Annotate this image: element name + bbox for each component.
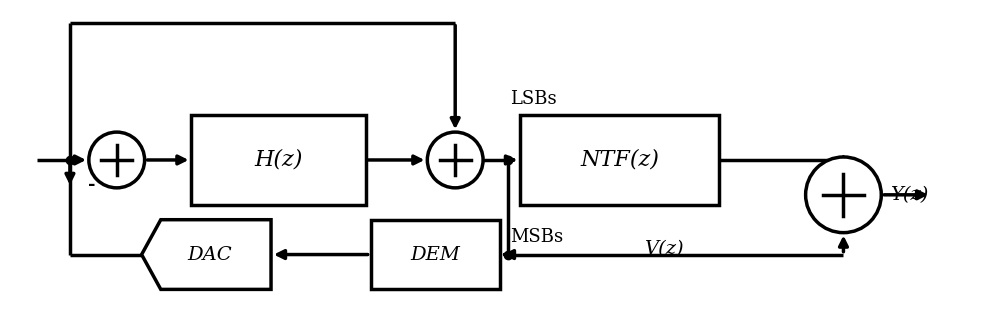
Text: Y(z): Y(z) bbox=[890, 186, 929, 204]
Text: LSBs: LSBs bbox=[510, 90, 557, 108]
Text: V(z): V(z) bbox=[644, 239, 684, 258]
Bar bbox=[520, 115, 719, 205]
Circle shape bbox=[806, 157, 881, 233]
Text: MSBs: MSBs bbox=[510, 228, 563, 246]
Circle shape bbox=[427, 132, 483, 188]
Text: DEM: DEM bbox=[410, 246, 460, 264]
Text: NTF(z): NTF(z) bbox=[580, 149, 659, 171]
Bar bbox=[371, 220, 500, 290]
Text: H(z): H(z) bbox=[254, 149, 303, 171]
Text: DAC: DAC bbox=[187, 246, 232, 264]
Text: -: - bbox=[88, 176, 96, 194]
Circle shape bbox=[89, 132, 145, 188]
Bar bbox=[191, 115, 366, 205]
Polygon shape bbox=[142, 220, 271, 290]
